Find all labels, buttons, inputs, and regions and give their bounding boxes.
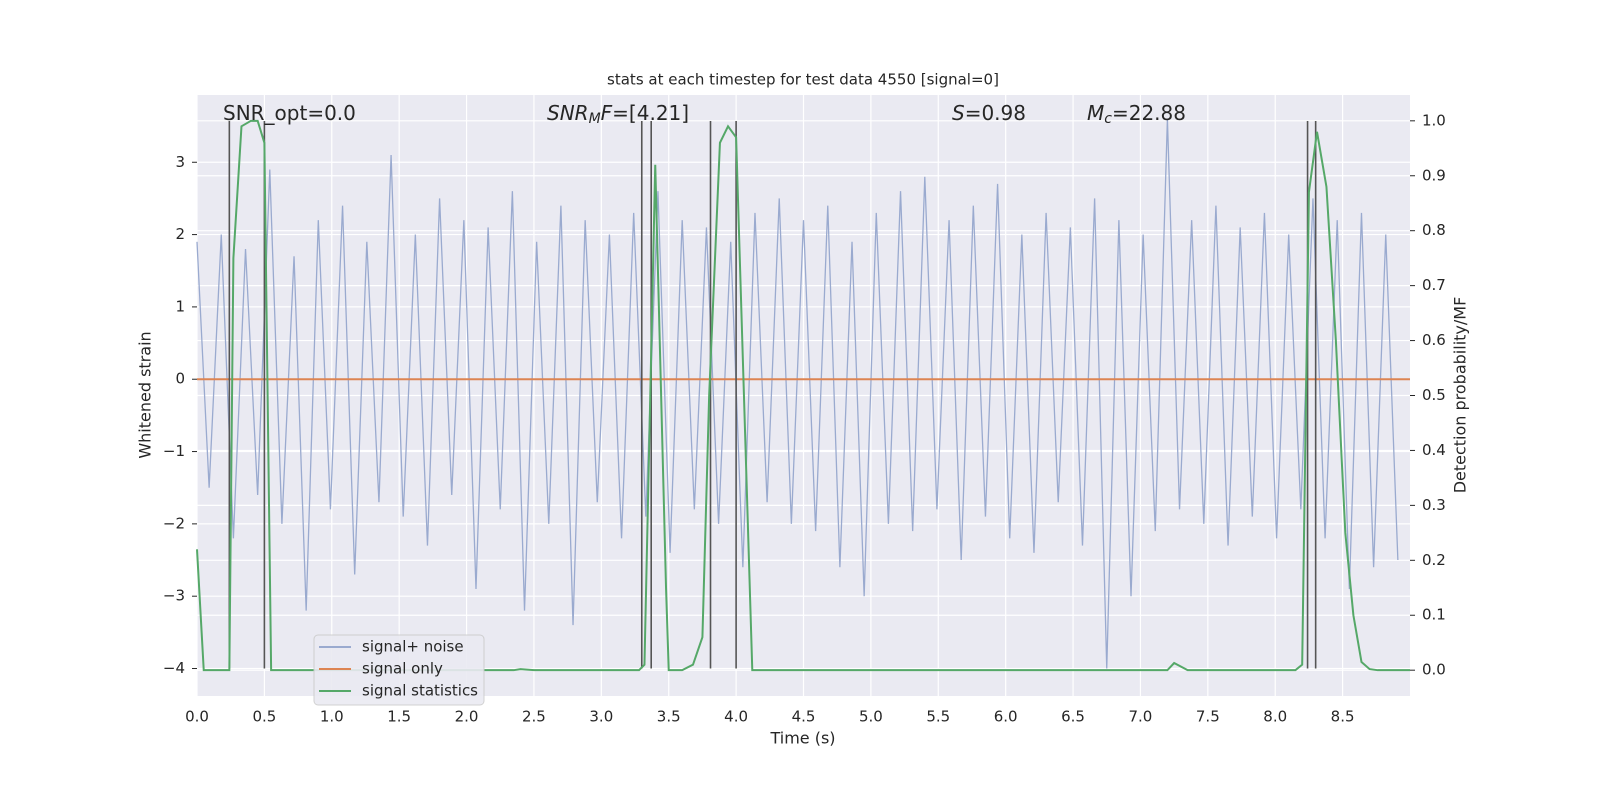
x-tick-label: 0.5 — [252, 708, 276, 726]
x-tick-label: 7.5 — [1196, 708, 1220, 726]
annotation-part: SNR_opt=0.0 — [223, 101, 356, 125]
chart-title: stats at each timestep for test data 455… — [607, 71, 999, 89]
legend-label: signal only — [362, 660, 443, 678]
x-tick-label: 3.0 — [589, 708, 613, 726]
annotation-part: M — [589, 111, 601, 127]
y2-tick-label: 0.3 — [1422, 496, 1446, 514]
y2-tick-label: 0.0 — [1422, 661, 1446, 679]
annotation-part: S — [952, 101, 965, 125]
y2-tick-label: 0.7 — [1422, 276, 1446, 294]
y-tick-label: 2 — [175, 225, 185, 243]
y-tick-label: 0 — [175, 370, 185, 388]
x-tick-label: 8.5 — [1331, 708, 1355, 726]
series-line — [196, 119, 1410, 672]
annotation-part: c — [1104, 111, 1112, 127]
legend: signal+ noise signal only signal statistic… — [313, 634, 485, 706]
y-tick-label: −4 — [163, 659, 185, 677]
annotation: SNR_opt=0.0 — [223, 101, 356, 125]
y2-tick-label: 0.4 — [1422, 441, 1446, 459]
y-tick-label: −3 — [163, 587, 185, 605]
annotation-part: M — [1087, 101, 1104, 125]
y2-tick-label: 0.2 — [1422, 551, 1446, 569]
y2-tick-label: 0.1 — [1422, 606, 1446, 624]
x-tick-label: 1.0 — [320, 708, 344, 726]
y-tick-label: −2 — [163, 514, 185, 532]
x-tick-label: 4.5 — [792, 708, 816, 726]
x-tick-label: 8.0 — [1263, 708, 1287, 726]
y2-tick-label: 0.8 — [1422, 221, 1446, 239]
x-tick-label: 4.0 — [724, 708, 748, 726]
x-tick-label: 1.5 — [387, 708, 411, 726]
legend-label: signal+ noise — [362, 638, 464, 656]
y2-tick-label: 0.5 — [1422, 386, 1446, 404]
annotation-part: =22.88 — [1112, 101, 1186, 125]
legend-box — [313, 634, 485, 706]
y2-tick-label: 0.9 — [1422, 166, 1446, 184]
y2-axis-label: Detection probability/MF — [1451, 297, 1470, 494]
y-tick-label: 3 — [175, 153, 185, 171]
y2-tick-label: 0.6 — [1422, 331, 1446, 349]
y-tick-label: −1 — [163, 442, 185, 460]
x-tick-label: 6.5 — [1061, 708, 1085, 726]
x-tick-label: 2.0 — [455, 708, 479, 726]
x-tick-label: 6.0 — [994, 708, 1018, 726]
x-tick-label: 3.5 — [657, 708, 681, 726]
y-axis-label: Whitened strain — [136, 331, 155, 458]
x-axis-label: Time (s) — [769, 729, 835, 748]
y-tick-label: 1 — [175, 297, 185, 315]
x-tick-label: 5.0 — [859, 708, 883, 726]
annotation: S=0.98 — [952, 101, 1026, 125]
annotation-part: =0.98 — [965, 101, 1026, 125]
x-tick-label: 2.5 — [522, 708, 546, 726]
annotation-part: =[4.21] — [612, 101, 689, 125]
annotation: Mc=22.88 — [1087, 101, 1186, 128]
series-line — [196, 118, 1399, 669]
x-tick-label: 5.5 — [926, 708, 950, 726]
x-tick-label: 7.0 — [1129, 708, 1153, 726]
annotation: SNRMF=[4.21] — [547, 101, 689, 128]
x-tick-label: 0.0 — [185, 708, 209, 726]
annotation-part: F — [601, 101, 613, 125]
annotation-part: SNR — [547, 101, 589, 125]
y2-tick-label: 1.0 — [1422, 111, 1446, 129]
legend-label: signal statistics — [362, 682, 478, 700]
